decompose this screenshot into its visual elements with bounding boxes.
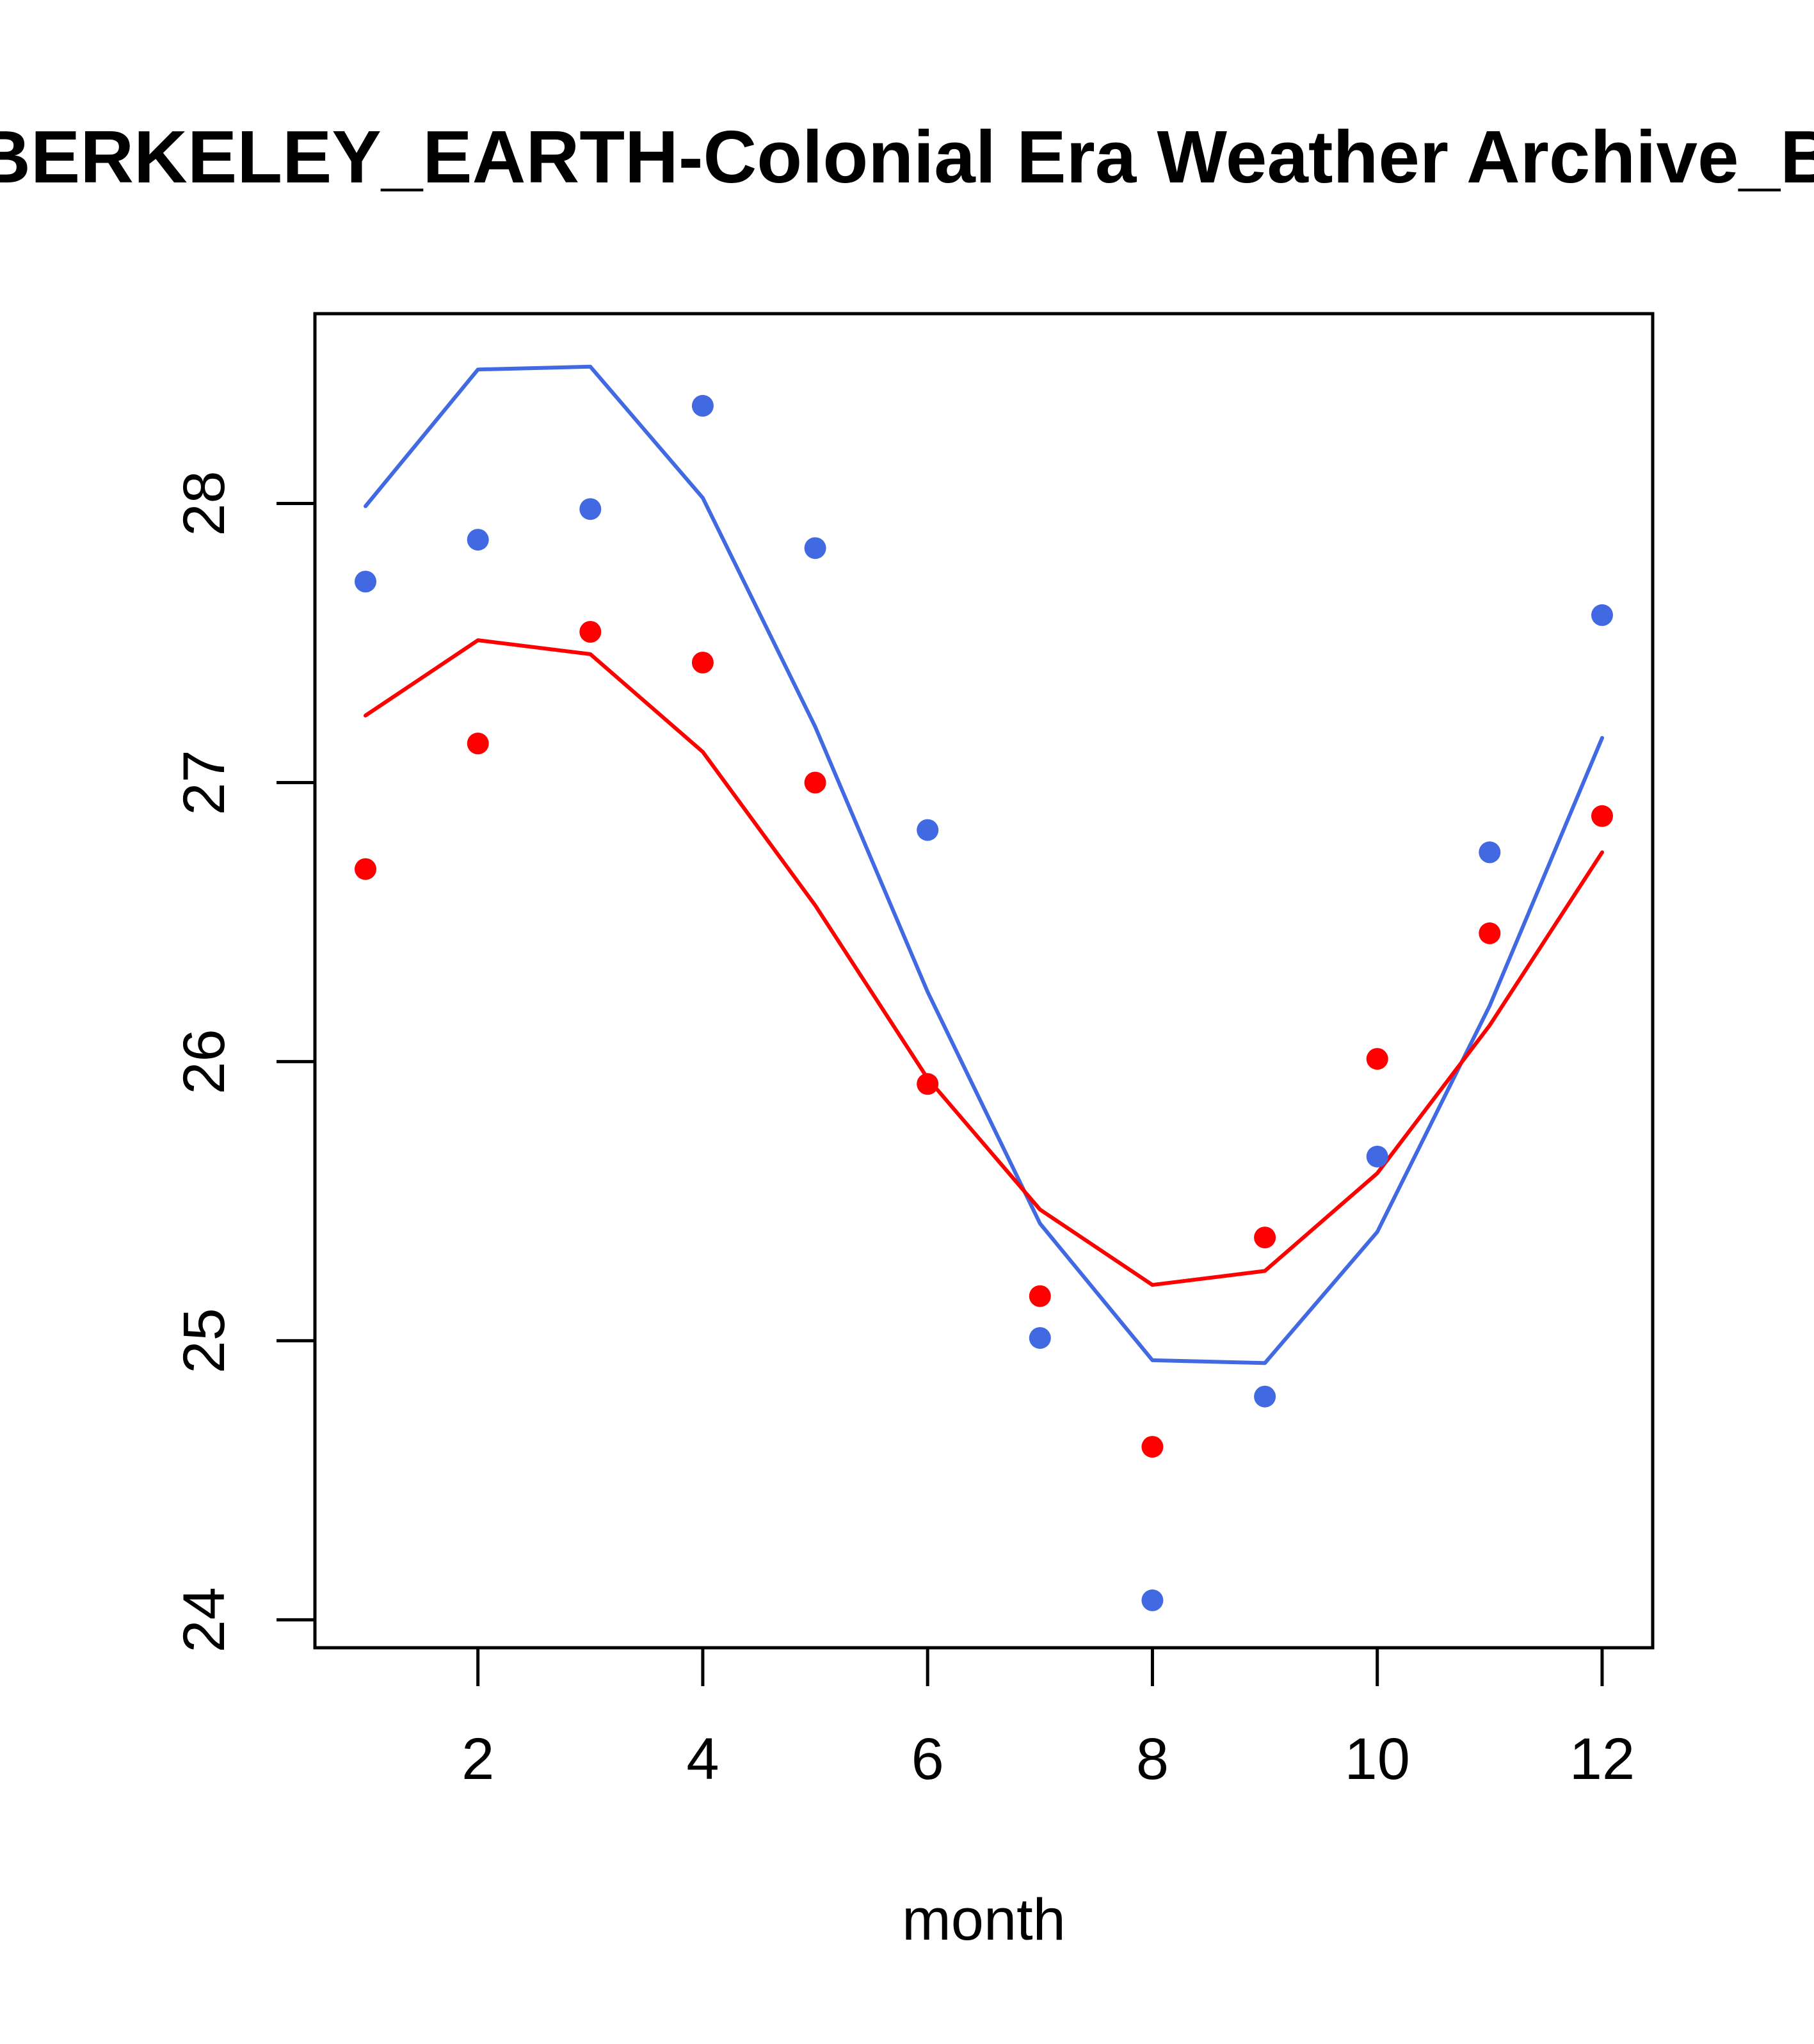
data-point-series-3-x6: [917, 1073, 939, 1095]
data-point-series-2-x8: [1141, 1589, 1164, 1611]
data-point-series-3-x7: [1029, 1285, 1051, 1307]
data-point-series-2-x9: [1254, 1385, 1276, 1408]
chart-title: BERKELEY_EARTH-Colonial Era Weather Arch…: [0, 115, 1814, 198]
data-point-series-2-x1: [355, 570, 376, 593]
data-point-series-3-x2: [467, 732, 489, 755]
data-point-series-2-x11: [1479, 841, 1501, 864]
x-tick-label-4: 4: [686, 1726, 719, 1792]
data-point-series-2-x3: [579, 498, 602, 520]
data-point-series-3-x10: [1366, 1048, 1388, 1070]
x-tick-label-6: 6: [911, 1726, 944, 1792]
data-point-series-3-x5: [804, 771, 826, 794]
data-point-series-2-x2: [467, 529, 489, 551]
data-point-series-3-x3: [579, 621, 602, 643]
data-point-series-2-x4: [691, 394, 714, 417]
y-tick-label-27: 27: [172, 750, 237, 815]
data-point-series-3-x12: [1591, 805, 1613, 827]
data-point-series-2-x7: [1029, 1327, 1051, 1349]
x-tick-label-10: 10: [1345, 1726, 1410, 1792]
x-tick-label-8: 8: [1136, 1726, 1169, 1792]
data-point-series-2-x6: [917, 819, 939, 841]
data-point-series-3-x4: [691, 652, 714, 673]
y-tick-label-25: 25: [172, 1308, 237, 1373]
y-tick-label-28: 28: [172, 471, 237, 536]
series-line-1: [364, 638, 1604, 1287]
x-tick-label-12: 12: [1569, 1726, 1635, 1792]
data-point-series-2-x5: [804, 537, 826, 559]
x-tick-label-2: 2: [462, 1726, 494, 1792]
data-point-series-3-x1: [355, 858, 376, 880]
data-point-series-3-x8: [1141, 1436, 1164, 1458]
data-point-series-2-x10: [1366, 1145, 1388, 1168]
y-tick-label-26: 26: [172, 1029, 237, 1094]
data-point-series-2-x12: [1591, 604, 1613, 626]
series-line-0: [364, 364, 1604, 1365]
data-point-series-3-x11: [1479, 922, 1501, 944]
x-axis-label: month: [902, 1887, 1066, 1952]
y-tick-label-24: 24: [172, 1587, 237, 1652]
plot-frame: [313, 312, 1655, 1650]
data-point-series-3-x9: [1254, 1227, 1276, 1249]
